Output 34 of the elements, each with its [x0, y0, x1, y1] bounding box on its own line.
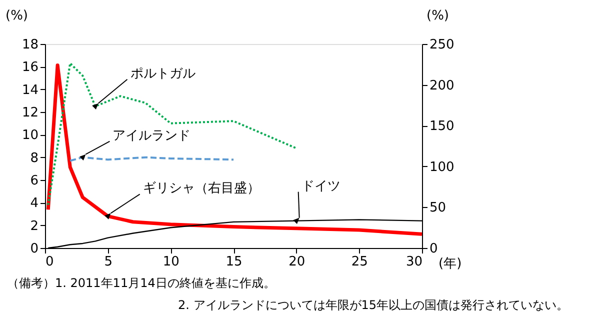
series-label: アイルランド	[112, 128, 191, 144]
y-tick-label: 8	[30, 150, 38, 166]
y2-tick-label: 50	[430, 200, 446, 216]
y-tick-label: 0	[30, 242, 38, 256]
y-tick-label: 2	[30, 218, 38, 234]
y-tick-label: 12	[22, 106, 38, 120]
y-tick-label: 4	[30, 196, 38, 212]
text: （備考）1. 2011年11月14日の終値を基に作成。	[7, 276, 276, 290]
x-axis-title: (年)	[438, 256, 462, 272]
y2-tick-label: 200	[430, 78, 454, 94]
y-tick-label: 16	[22, 60, 38, 76]
series-label: ドイツ	[301, 178, 340, 194]
y-tick-label: 10	[22, 128, 38, 144]
y2-axis-title: (%)	[426, 8, 449, 24]
y-axis-title: (%)	[6, 8, 28, 24]
line-series	[46, 63, 424, 236]
text: 2. アイルランドについては年限が15年以上の国債は発行されていない。	[178, 298, 569, 312]
y-tick-label: 14	[22, 82, 38, 98]
x-tick-label: 15	[226, 254, 242, 270]
y2-tick-label: 0	[430, 242, 438, 256]
x-tick-label: 25	[351, 254, 368, 270]
y-tick-label: 6	[30, 174, 38, 188]
x-tick-label: 0	[46, 254, 54, 270]
line-series	[47, 62, 298, 206]
x-tick-label: 30	[406, 254, 422, 270]
series-label: ポルトガル	[130, 66, 196, 82]
x-tick-label: 10	[162, 254, 180, 270]
y2-tick-label: 150	[430, 119, 454, 134]
y2-tick-label: 250	[430, 38, 454, 52]
y2-tick-label: 100	[430, 160, 454, 175]
x-tick-label: 20	[288, 254, 306, 270]
y-tick-label: 18	[22, 38, 38, 52]
text: ギリシャ（右目盛）	[142, 181, 260, 196]
x-tick-label: 5	[104, 254, 112, 270]
